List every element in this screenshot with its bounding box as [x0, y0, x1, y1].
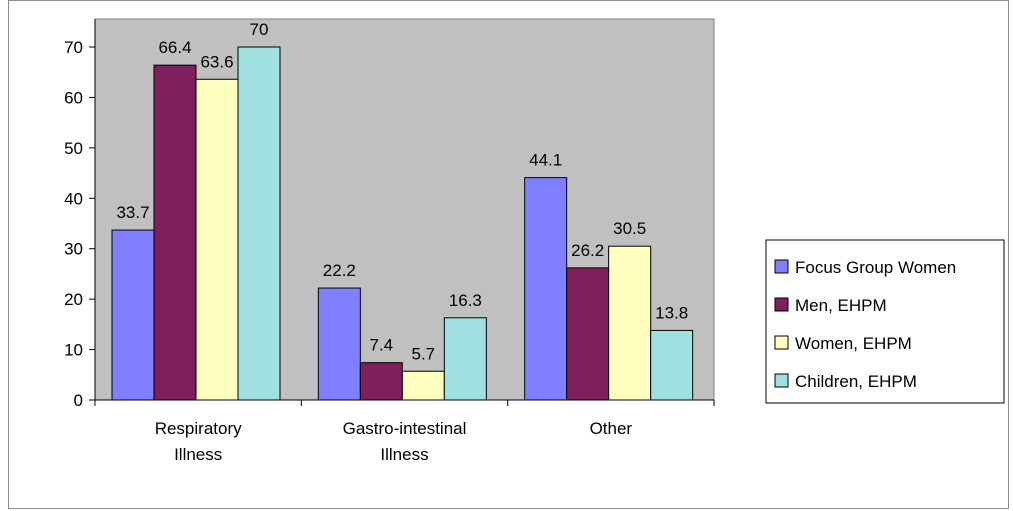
bar-men-ehpm-1: [359, 362, 403, 401]
x-category-label: Gastro-intestinal Illness: [343, 419, 467, 464]
legend-swatch: [774, 259, 789, 274]
data-label: 13.8: [655, 303, 688, 322]
bar-men-ehpm-0: [153, 64, 197, 401]
y-tick-label: 50: [64, 139, 83, 158]
bar-women-ehpm-1: [401, 370, 445, 401]
bar-children-ehpm-1: [443, 317, 487, 401]
data-label: 26.2: [571, 241, 604, 260]
legend: Focus Group Women Men, EHPM Women, EHPM Chi…: [765, 239, 1005, 404]
data-label: 5.7: [412, 344, 436, 363]
x-category-label: Respiratory Illness: [155, 419, 242, 464]
legend-swatch: [774, 373, 789, 388]
y-tick-label: 70: [64, 38, 83, 57]
bar-children-ehpm-2: [650, 329, 694, 401]
data-label: 16.3: [449, 291, 482, 310]
y-axis: 0 10 20 30 40 50 60 70: [64, 19, 96, 410]
bar-focus-group-women-1: [317, 287, 361, 401]
data-label: 63.6: [200, 52, 233, 71]
bar-focus-group-women-2: [524, 177, 568, 401]
bar-women-ehpm-0: [195, 78, 239, 401]
bar-children-ehpm-0: [237, 46, 281, 401]
data-label: 44.1: [529, 151, 562, 170]
bar-men-ehpm-2: [566, 267, 610, 401]
y-tick-label: 20: [64, 290, 83, 309]
legend-swatch: [774, 297, 789, 312]
data-labels: 33.7 22.2 44.1 66.4 7.4 26.2 63.6 5.7 30.5 70 16.3…: [116, 20, 688, 363]
data-label: 33.7: [116, 203, 149, 222]
data-label: 30.5: [613, 219, 646, 238]
y-tick-label: 60: [64, 88, 83, 107]
y-tick-label: 40: [64, 189, 83, 208]
legend-label: Focus Group Women: [795, 258, 956, 277]
bar-women-ehpm-2: [608, 245, 652, 401]
x-axis: Respiratory Illness Gastro-intestinal Illne…: [94, 399, 715, 464]
data-label: 70: [250, 20, 269, 39]
y-tick-label: 10: [64, 341, 83, 360]
legend-label: Women, EHPM: [795, 334, 912, 353]
y-tick-label: 0: [74, 391, 83, 410]
data-label: 7.4: [370, 336, 394, 355]
legend-label: Men, EHPM: [795, 296, 887, 315]
data-label: 22.2: [323, 261, 356, 280]
legend-swatch: [774, 335, 789, 350]
legend-label: Children, EHPM: [795, 372, 917, 391]
legend-box: [765, 239, 1005, 404]
x-category-label: Other: [590, 419, 633, 438]
bar-focus-group-women-0: [111, 229, 155, 401]
y-tick-label: 30: [64, 240, 83, 259]
data-label: 66.4: [158, 38, 191, 57]
bars-layer: [111, 46, 694, 401]
